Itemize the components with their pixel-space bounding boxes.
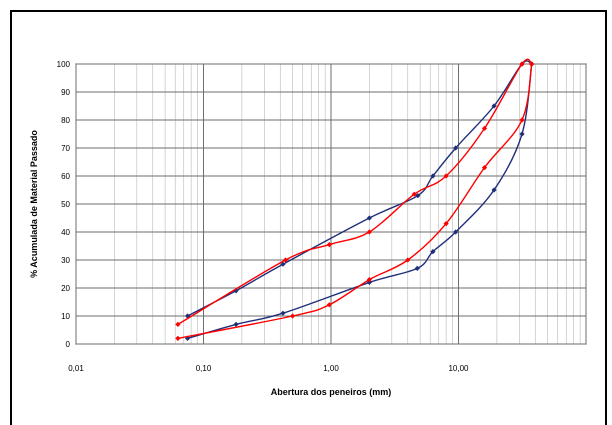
series-layer <box>175 58 535 341</box>
data-point <box>184 335 191 341</box>
x-axis-title: Abertura dos peneiros (mm) <box>271 387 392 397</box>
x-tick-label: 10,00 <box>448 364 469 373</box>
data-point <box>443 221 449 227</box>
y-tick-label: 30 <box>61 256 70 265</box>
data-point <box>233 321 239 327</box>
data-point <box>491 187 497 193</box>
y-tick-label: 60 <box>61 172 70 181</box>
grid-lines <box>75 63 587 345</box>
x-tick-label: 1,00 <box>323 364 339 373</box>
data-point <box>414 265 420 271</box>
data-point <box>453 145 459 151</box>
data-point <box>481 125 488 131</box>
data-point <box>491 103 497 109</box>
data-point <box>290 313 296 319</box>
y-tick-label: 50 <box>61 200 70 209</box>
data-point <box>366 279 372 285</box>
x-tick-label: 0,10 <box>196 364 212 373</box>
y-tick-label: 20 <box>61 284 70 293</box>
y-tick-label: 40 <box>61 228 70 237</box>
data-point <box>405 257 411 263</box>
y-tick-label: 10 <box>61 312 70 321</box>
data-point <box>282 257 289 263</box>
y-tick-label: 70 <box>61 144 70 153</box>
data-point <box>519 131 525 137</box>
y-tick-label: 80 <box>61 116 70 125</box>
y-axis-title: % Acumulada de Material Passado <box>29 130 39 278</box>
data-point <box>280 310 286 316</box>
data-point <box>519 61 525 67</box>
data-point <box>366 229 372 235</box>
y-tick-label: 100 <box>57 60 71 69</box>
data-point <box>481 165 488 171</box>
data-point <box>453 229 459 235</box>
x-tick-label: 0,01 <box>68 364 84 373</box>
data-point <box>326 242 332 248</box>
tick-labels: 0 10 20 30 40 50 60 70 80 90 100 0,01 0,10 1,00 10,00 <box>57 60 469 373</box>
data-point <box>519 117 525 123</box>
y-tick-label: 90 <box>61 88 70 97</box>
data-point <box>280 261 286 267</box>
series-line <box>187 63 533 340</box>
data-point <box>366 215 372 221</box>
data-point <box>411 191 417 197</box>
data-point <box>326 302 332 308</box>
data-point <box>529 61 535 67</box>
data-point <box>175 321 181 327</box>
chart-frame <box>10 10 607 425</box>
series-4 <box>175 61 535 341</box>
y-tick-label: 0 <box>66 340 71 349</box>
data-point <box>430 249 436 255</box>
data-point <box>443 173 449 179</box>
data-point <box>175 335 181 341</box>
data-point <box>430 173 436 179</box>
data-point <box>366 277 372 283</box>
